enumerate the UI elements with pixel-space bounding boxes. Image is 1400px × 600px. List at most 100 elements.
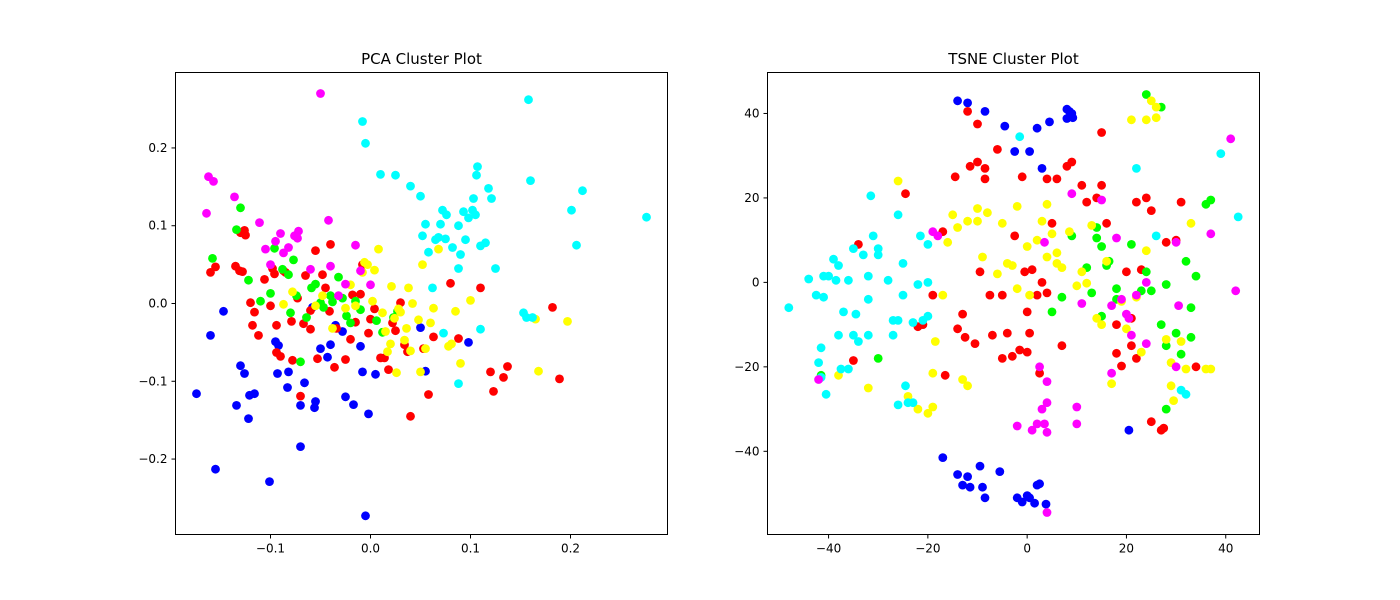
tsne-point-s3-46 bbox=[1122, 324, 1131, 334]
pca-point-s4-40 bbox=[528, 313, 537, 322]
tsne-point-s5-0 bbox=[814, 375, 823, 384]
pca-point-s1-59 bbox=[454, 334, 463, 343]
tsne-point-s3-30 bbox=[1042, 252, 1052, 262]
pca-point-s1-58 bbox=[446, 278, 455, 288]
pca-x-axis: −0.1 0.0 0.1 0.2 bbox=[256, 534, 580, 556]
pca-point-s3-1 bbox=[288, 287, 297, 297]
pca-point-s1-35 bbox=[330, 362, 339, 372]
tsne-point-s5-2 bbox=[933, 231, 943, 241]
tsne-ytick-label: −20 bbox=[734, 360, 759, 374]
tsne-point-s1-18 bbox=[980, 164, 990, 173]
pca-point-s3-26 bbox=[406, 346, 415, 356]
tsne-point-s4-42 bbox=[913, 280, 923, 289]
tsne-point-s3-38 bbox=[1077, 267, 1087, 277]
tsne-point-s1-12 bbox=[963, 107, 972, 116]
tsne-point-s5-28 bbox=[1141, 278, 1151, 287]
tsne-point-s3-6 bbox=[928, 402, 938, 412]
tsne-point-s4-21 bbox=[854, 337, 863, 346]
tsne-point-s3-51 bbox=[1141, 115, 1151, 125]
tsne-ytick-label: −40 bbox=[734, 444, 759, 458]
tsne-point-s1-53 bbox=[1117, 361, 1126, 371]
pca-point-s0-15 bbox=[284, 367, 293, 377]
pca-point-s4-27 bbox=[473, 162, 482, 172]
tsne-point-s4-4 bbox=[816, 343, 826, 353]
pca-point-s5-2 bbox=[209, 177, 218, 186]
tsne-point-s1-21 bbox=[988, 330, 997, 340]
pca-point-s0-22 bbox=[323, 352, 332, 362]
pca-point-s3-28 bbox=[414, 315, 423, 325]
pca-point-s0-20 bbox=[311, 397, 320, 406]
tsne-point-s5-5 bbox=[1032, 419, 1042, 429]
pca-point-s0-6 bbox=[240, 369, 249, 378]
tsne-point-s5-32 bbox=[1206, 229, 1216, 239]
pca-point-s2-4 bbox=[256, 296, 265, 306]
pca-point-s1-41 bbox=[356, 289, 365, 299]
pca-point-s2-2 bbox=[236, 203, 245, 213]
pca-points-layer bbox=[192, 89, 651, 521]
tsne-point-s1-28 bbox=[1015, 345, 1025, 355]
pca-point-s1-22 bbox=[288, 355, 297, 365]
tsne-point-s1-44 bbox=[1067, 157, 1077, 167]
tsne-point-s0-7 bbox=[1037, 164, 1047, 173]
pca-point-s1-38 bbox=[346, 334, 355, 344]
pca-point-s1-50 bbox=[391, 326, 400, 336]
pca-point-s2-5 bbox=[266, 289, 275, 298]
tsne-point-s5-25 bbox=[1127, 330, 1136, 340]
tsne-point-s5-34 bbox=[1231, 286, 1241, 296]
tsne-point-s1-41 bbox=[1052, 174, 1062, 184]
pca-point-s5-5 bbox=[261, 244, 270, 254]
pca-point-s3-39 bbox=[466, 296, 475, 305]
tsne-point-s4-20 bbox=[851, 309, 861, 319]
pca-point-s0-4 bbox=[232, 401, 241, 410]
tsne-point-s4-18 bbox=[849, 244, 858, 254]
tsne-point-s5-3 bbox=[1012, 421, 1022, 431]
tsne-point-s2-6 bbox=[1087, 288, 1097, 298]
tsne-point-s0-29 bbox=[1035, 479, 1044, 489]
tsne-point-s3-11 bbox=[948, 210, 958, 220]
pca-point-s2-6 bbox=[270, 243, 279, 253]
pca-point-s5-6 bbox=[266, 260, 275, 269]
tsne-point-s1-10 bbox=[958, 309, 967, 319]
tsne-point-s1-48 bbox=[1097, 180, 1106, 190]
pca-point-s3-4 bbox=[328, 324, 337, 333]
tsne-point-s4-41 bbox=[908, 398, 918, 408]
pca-point-s4-4 bbox=[406, 181, 415, 191]
pca-xtick-label: 0.0 bbox=[361, 542, 380, 556]
tsne-point-s0-2 bbox=[980, 107, 990, 116]
tsne-point-s3-54 bbox=[1151, 102, 1161, 112]
tsne-point-s3-43 bbox=[1102, 256, 1111, 266]
tsne-point-s1-13 bbox=[965, 161, 975, 171]
pca-point-s1-13 bbox=[266, 301, 275, 311]
pca-point-s3-30 bbox=[418, 260, 427, 269]
pca-point-s3-29 bbox=[416, 367, 425, 377]
tsne-point-s1-40 bbox=[1047, 218, 1057, 228]
pca-point-s1-11 bbox=[254, 331, 263, 340]
tsne-point-s3-59 bbox=[1176, 337, 1186, 346]
tsne-point-s1-8 bbox=[953, 324, 962, 334]
tsne-point-s2-25 bbox=[1176, 349, 1186, 359]
tsne-point-s4-16 bbox=[844, 275, 853, 285]
tsne-point-s1-60 bbox=[1141, 193, 1151, 203]
pca-point-s5-13 bbox=[294, 226, 303, 236]
pca-point-s5-16 bbox=[324, 215, 333, 225]
tsne-point-s1-38 bbox=[1042, 288, 1052, 298]
tsne-point-s4-54 bbox=[1233, 212, 1243, 222]
pca-point-s4-20 bbox=[459, 207, 468, 217]
tsne-chart-title: TSNE Cluster Plot bbox=[947, 50, 1079, 68]
pca-point-s5-19 bbox=[341, 279, 350, 289]
tsne-point-s5-30 bbox=[1171, 237, 1181, 247]
pca-point-s1-26 bbox=[301, 271, 310, 280]
tsne-point-s1-11 bbox=[960, 332, 970, 342]
tsne-point-s3-28 bbox=[1032, 235, 1042, 245]
tsne-point-s3-20 bbox=[993, 269, 1002, 279]
pca-point-s4-1 bbox=[361, 138, 370, 148]
tsne-point-s3-58 bbox=[1169, 396, 1178, 405]
pca-point-s0-32 bbox=[416, 323, 425, 332]
tsne-point-s5-4 bbox=[1027, 425, 1037, 435]
tsne-point-s1-39 bbox=[1042, 174, 1052, 184]
pca-point-s3-11 bbox=[368, 296, 377, 306]
pca-point-s4-11 bbox=[434, 233, 443, 242]
pca-point-s1-8 bbox=[246, 298, 255, 308]
tsne-point-s1-50 bbox=[1102, 218, 1111, 228]
